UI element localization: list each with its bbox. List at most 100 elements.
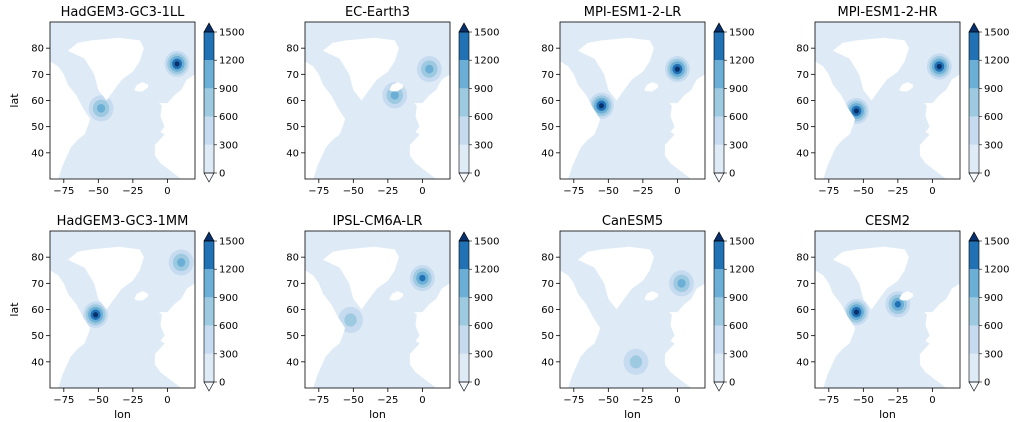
x-tick-label: −25: [887, 186, 908, 197]
field: [815, 22, 960, 179]
x-tick-label: −75: [563, 186, 584, 197]
colorbar-segment: [459, 269, 469, 298]
colorbar-segment: [969, 241, 979, 270]
colorbar-segment: [714, 325, 724, 354]
land-mask: [919, 22, 960, 179]
field: [50, 231, 195, 388]
land-mask: [577, 37, 654, 101]
panel-title: MPI-ESM1-2-LR: [584, 5, 681, 20]
colorbar-tick-label: 0: [474, 378, 480, 389]
colorbar-tick-label: 1500: [729, 28, 754, 39]
colorbar-tick-label: 900: [219, 293, 238, 304]
colorbar-segment: [204, 88, 214, 117]
x-axis-label: lon: [114, 408, 131, 421]
colorbar-tick-label: 1500: [474, 28, 499, 39]
colorbar-segment: [969, 269, 979, 298]
colorbar-tick-label: 0: [984, 169, 990, 180]
contour-level-1500: [93, 312, 99, 318]
x-tick-label: −75: [818, 395, 839, 406]
colorbar-extend-max: [203, 231, 215, 242]
colorbar-tick-label: 1200: [729, 56, 754, 67]
colorbar-segment: [714, 297, 724, 326]
x-tick-label: −75: [818, 186, 839, 197]
land-mask: [154, 22, 195, 179]
colorbar-segment: [969, 297, 979, 326]
colorbar-segment: [204, 269, 214, 298]
x-tick-label: −75: [53, 186, 74, 197]
colorbar-frame: [203, 240, 215, 383]
colorbar-extend-max: [713, 22, 725, 33]
x-tick-label: −50: [88, 395, 109, 406]
colorbar-frame: [713, 240, 725, 383]
y-tick-label: 60: [796, 305, 809, 316]
y-tick-label: 80: [286, 44, 299, 55]
colorbar-tick-label: 300: [984, 140, 1003, 151]
panel-title: HadGEM3-GC3-1MM: [57, 214, 189, 229]
panel-7: CanESM5 −75 −50 −25 0 40 50 60 70 80 lon 0 300 600 900…: [541, 214, 754, 421]
land-mask: [305, 22, 346, 179]
contour-level-1500: [598, 103, 604, 109]
colorbar-tick-label: 1200: [219, 56, 244, 67]
y-tick-label: 70: [286, 279, 299, 290]
colorbar-segment: [459, 297, 469, 326]
colorbar-segment: [969, 353, 979, 382]
land-mask: [577, 246, 654, 310]
y-tick-label: 50: [31, 122, 44, 133]
colorbar-segment: [204, 325, 214, 354]
contour-level-900: [390, 90, 399, 100]
y-tick-label: 80: [286, 253, 299, 264]
y-tick-label: 40: [31, 357, 44, 368]
panel-8: CESM2 −75 −50 −25 0 40 50 60 70 80 lon 0 300 600 900 12…: [796, 214, 1009, 421]
panel-6: IPSL-CM6A-LR −75 −50 −25 0 40 50 60 70 80 lon 0 300 6…: [286, 214, 499, 421]
x-tick-label: −50: [343, 186, 364, 197]
y-tick-label: 60: [541, 305, 554, 316]
colorbar-tick-label: 1500: [474, 237, 499, 248]
y-tick-label: 70: [541, 279, 554, 290]
land-mask: [67, 37, 144, 101]
panel-3: MPI-ESM1-2-LR −75 −50 −25 0 40 50 60 70 80 0 300 600…: [541, 5, 754, 197]
colorbar-tick-label: 600: [474, 112, 493, 123]
contour-level-1500: [936, 63, 942, 70]
y-tick-label: 60: [286, 305, 299, 316]
land-mask: [322, 37, 399, 101]
colorbar-tick-label: 0: [219, 169, 225, 180]
y-tick-label: 80: [31, 44, 44, 55]
colorbar: 0 300 600 900 1200 1500: [968, 22, 1009, 183]
y-tick-label: 70: [31, 70, 44, 81]
panel-title: CanESM5: [602, 214, 663, 229]
contour-level-900: [677, 278, 686, 288]
land-mask: [899, 291, 914, 301]
colorbar-frame: [458, 31, 470, 174]
colorbar-tick-label: 900: [729, 84, 748, 95]
land-mask: [134, 82, 149, 92]
x-tick-label: −25: [632, 186, 653, 197]
x-tick-label: 0: [929, 186, 935, 197]
land-mask: [832, 37, 909, 101]
y-tick-label: 50: [286, 331, 299, 342]
colorbar-segment: [714, 353, 724, 382]
field: [50, 22, 195, 179]
x-tick-label: −75: [308, 186, 329, 197]
colorbar-tick-label: 1200: [729, 265, 754, 276]
colorbar-segment: [714, 60, 724, 89]
y-tick-label: 70: [796, 70, 809, 81]
colorbar-extend-min: [458, 172, 470, 183]
x-tick-label: −50: [598, 395, 619, 406]
colorbar-tick-label: 300: [729, 349, 748, 360]
land-mask: [409, 231, 450, 388]
y-tick-label: 40: [796, 148, 809, 159]
x-tick-label: 0: [164, 395, 170, 406]
x-tick-label: −50: [88, 186, 109, 197]
land-mask: [154, 231, 195, 388]
colorbar-tick-label: 900: [984, 293, 1003, 304]
panel-title: EC-Earth3: [345, 5, 410, 20]
colorbar-frame: [203, 31, 215, 174]
y-tick-label: 60: [286, 96, 299, 107]
y-tick-label: 40: [286, 357, 299, 368]
colorbar-segment: [459, 88, 469, 117]
land-mask: [815, 22, 856, 179]
x-tick-label: −25: [122, 186, 143, 197]
colorbar-tick-label: 1500: [219, 28, 244, 39]
panel-title: CESM2: [865, 214, 910, 229]
colorbar: 0 300 600 900 1200 1500: [713, 22, 754, 183]
